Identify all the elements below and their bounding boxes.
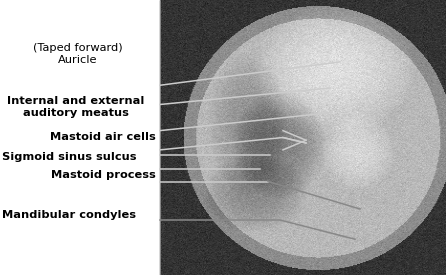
Text: Internal and external
auditory meatus: Internal and external auditory meatus xyxy=(7,96,145,118)
Text: Mastoid process: Mastoid process xyxy=(51,170,156,180)
Bar xyxy=(160,0,446,275)
Text: Mandibular condyles: Mandibular condyles xyxy=(2,210,136,219)
Text: Sigmoid sinus sulcus: Sigmoid sinus sulcus xyxy=(2,152,137,162)
Text: (Taped forward)
Auricle: (Taped forward) Auricle xyxy=(33,43,123,65)
Text: Mastoid air cells: Mastoid air cells xyxy=(50,133,156,142)
Bar xyxy=(0,0,160,275)
